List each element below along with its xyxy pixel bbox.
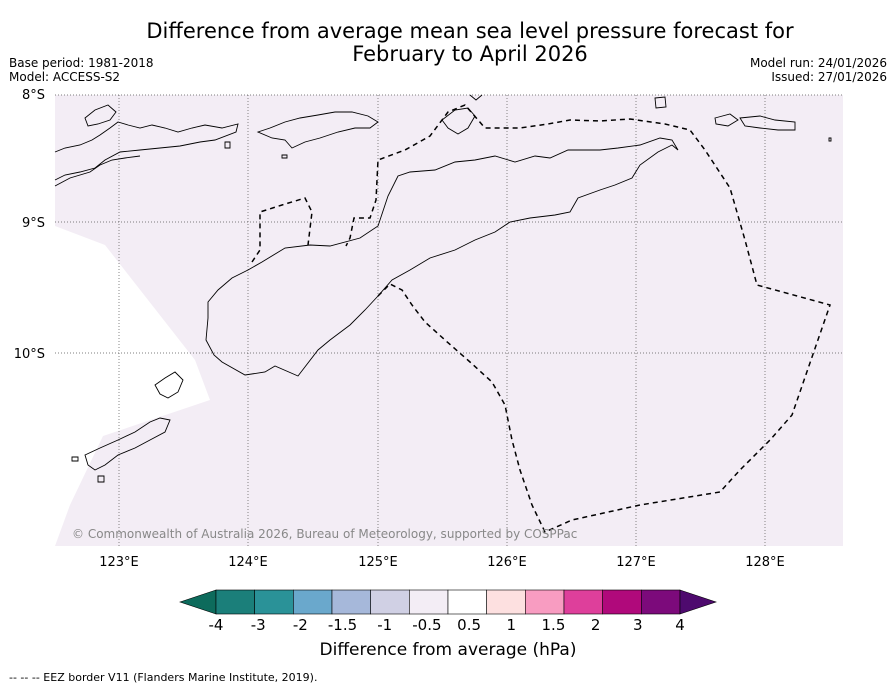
coastlines xyxy=(54,94,832,483)
island-cluster-coastline xyxy=(84,104,117,127)
colorbar-over-arrow xyxy=(679,589,717,615)
small-island-6 xyxy=(281,154,288,159)
colorbar-boxes xyxy=(215,589,681,615)
colorbar-box xyxy=(525,589,565,615)
colorbar-box xyxy=(254,589,294,615)
colorbar-tick-label: 0.5 xyxy=(457,616,481,634)
colorbar-tick-label: -1.5 xyxy=(328,616,357,634)
base-period: Base period: 1981-2018 xyxy=(9,56,154,70)
colorbar-tick-label: 4 xyxy=(675,616,685,634)
roti-coastline xyxy=(154,371,184,399)
title-line-1: Difference from average mean sea level p… xyxy=(146,19,794,43)
lon-label-123e: 123°E xyxy=(99,555,139,570)
issued-date: Issued: 27/01/2026 xyxy=(771,70,887,84)
colorbar-box xyxy=(215,589,255,615)
lat-axis-labels: 8°S 9°S 10°S xyxy=(14,88,45,362)
colorbar-box xyxy=(602,589,642,615)
colorbar-tick-label: -0.5 xyxy=(412,616,441,634)
alor-coastline xyxy=(256,111,379,149)
lat-label-8s: 8°S xyxy=(22,88,45,103)
colorbar-box xyxy=(486,589,526,615)
colorbar-tick-label: 3 xyxy=(633,616,643,634)
small-island-2 xyxy=(714,113,739,127)
colorbar-tick-label: 1.5 xyxy=(542,616,566,634)
timor-coastline xyxy=(205,137,679,377)
colorbar-tick-label: -2 xyxy=(293,616,308,634)
sawu-coastline xyxy=(84,417,171,471)
lon-label-128e: 128°E xyxy=(745,555,785,570)
colorbar-box xyxy=(331,589,371,615)
small-island-7 xyxy=(71,456,79,462)
model-name: Model: ACCESS-S2 xyxy=(9,70,121,84)
small-island-9 xyxy=(828,137,832,142)
flores-coastline xyxy=(54,121,239,181)
small-island-8 xyxy=(97,475,105,483)
eez-border-west xyxy=(251,197,313,263)
colorbar-box xyxy=(293,589,333,615)
lon-axis-labels: 123°E 124°E 125°E 126°E 127°E 128°E xyxy=(99,555,785,570)
colorbar-box xyxy=(447,589,487,615)
wetar-coastline xyxy=(441,107,476,135)
small-island-1 xyxy=(654,96,667,109)
colorbar-tick-label: 1 xyxy=(506,616,516,634)
lon-label-125e: 125°E xyxy=(358,555,398,570)
colorbar-ticks: -4 -3 -2 -1.5 -1 -0.5 0.5 1 1.5 2 3 4 xyxy=(209,616,685,634)
map-figure: 8°S 9°S 10°S 123°E 124°E 125°E 126°E 127… xyxy=(14,88,843,634)
chart-title: Difference from average mean sea level p… xyxy=(120,20,820,66)
lon-label-127e: 127°E xyxy=(616,555,656,570)
lat-label-10s: 10°S xyxy=(14,347,45,362)
model-run: Model run: 24/01/2026 xyxy=(749,56,887,70)
colorbar-tick-label: -3 xyxy=(251,616,266,634)
colorbar-box xyxy=(370,589,410,615)
lat-label-9s: 9°S xyxy=(22,216,45,231)
colorbar-tick-label: -4 xyxy=(209,616,224,634)
lon-label-124e: 124°E xyxy=(228,555,268,570)
colorbar-tick-label: -1 xyxy=(377,616,392,634)
gridlines xyxy=(55,94,843,546)
anomaly-fill xyxy=(55,95,843,546)
eez-border xyxy=(251,104,831,533)
small-island-5 xyxy=(469,94,483,101)
meta-right: Model run: 24/01/2026 Issued: 27/01/2026 xyxy=(750,56,887,84)
footnote: -- -- -- EEZ border V11 (Flanders Marine… xyxy=(9,671,318,684)
colorbar-label: Difference from average (hPa) xyxy=(319,640,577,660)
small-island-4 xyxy=(224,141,231,149)
colorbar: -4 -3 -2 -1.5 -1 -0.5 0.5 1 1.5 2 3 4 xyxy=(179,589,717,634)
flores-south-coastline xyxy=(54,155,141,187)
eez-border-east xyxy=(345,104,831,533)
copyright-text: © Commonwealth of Australia 2026, Bureau… xyxy=(72,527,577,541)
colorbar-box xyxy=(563,589,603,615)
colorbar-box xyxy=(641,589,681,615)
small-island-3 xyxy=(739,115,796,131)
title-line-2: February to April 2026 xyxy=(352,42,588,66)
meta-left: Base period: 1981-2018 Model: ACCESS-S2 xyxy=(9,56,154,84)
colorbar-under-arrow xyxy=(179,589,217,615)
colorbar-box xyxy=(409,589,449,615)
lon-label-126e: 126°E xyxy=(487,555,527,570)
colorbar-tick-label: 2 xyxy=(591,616,601,634)
